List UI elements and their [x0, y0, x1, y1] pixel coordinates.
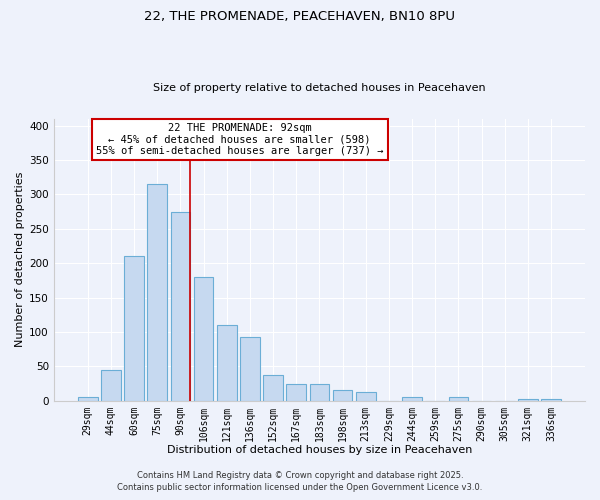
Title: Size of property relative to detached houses in Peacehaven: Size of property relative to detached ho… — [153, 83, 486, 93]
Bar — [124, 256, 144, 400]
Bar — [449, 398, 468, 400]
Bar — [310, 384, 329, 400]
Bar — [78, 398, 98, 400]
Bar — [101, 370, 121, 400]
Text: 22 THE PROMENADE: 92sqm
← 45% of detached houses are smaller (598)
55% of semi-d: 22 THE PROMENADE: 92sqm ← 45% of detache… — [96, 123, 383, 156]
Text: 22, THE PROMENADE, PEACEHAVEN, BN10 8PU: 22, THE PROMENADE, PEACEHAVEN, BN10 8PU — [145, 10, 455, 23]
Text: Contains HM Land Registry data © Crown copyright and database right 2025.
Contai: Contains HM Land Registry data © Crown c… — [118, 471, 482, 492]
Y-axis label: Number of detached properties: Number of detached properties — [15, 172, 25, 348]
Bar — [217, 325, 236, 400]
Bar — [263, 374, 283, 400]
Bar — [402, 398, 422, 400]
Bar — [194, 277, 214, 400]
Bar — [286, 384, 306, 400]
X-axis label: Distribution of detached houses by size in Peacehaven: Distribution of detached houses by size … — [167, 445, 472, 455]
Bar — [148, 184, 167, 400]
Bar — [356, 392, 376, 400]
Bar — [170, 212, 190, 400]
Bar — [240, 337, 260, 400]
Bar — [333, 390, 352, 400]
